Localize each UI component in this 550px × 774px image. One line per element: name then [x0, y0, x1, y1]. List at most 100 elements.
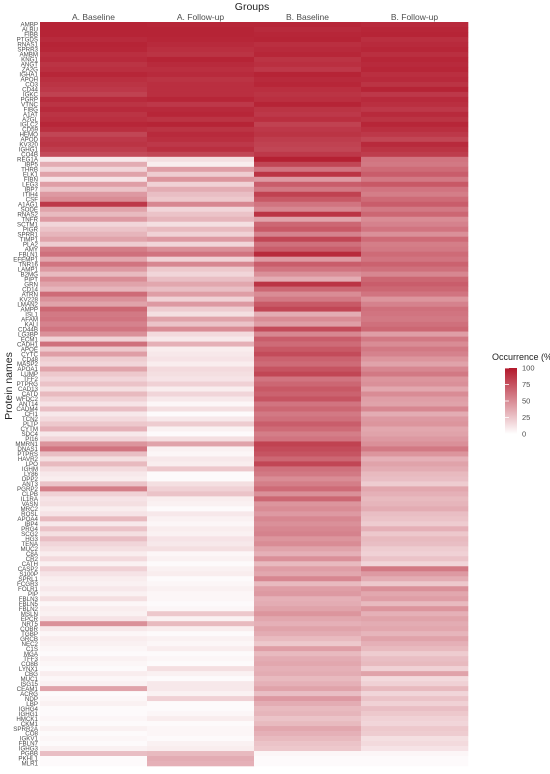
protein-labels: AMBPALBUFIBBPTGDSRNAS1SPRR3AMBMKNG1ANGTZ… [13, 22, 39, 768]
heatmap-cell [361, 376, 469, 382]
heatmap-cell [361, 736, 469, 742]
heatmap-cell [254, 101, 362, 108]
protein-label: MUC1 [20, 676, 38, 683]
protein-label: AMBM [19, 52, 38, 59]
heatmap-cell [254, 61, 362, 68]
heatmap-cell [40, 221, 148, 228]
legend: Occurrence (%) 100 75 50 25 0 [492, 352, 550, 439]
heatmap-cell [147, 676, 255, 682]
heatmap-cell [40, 161, 148, 168]
heatmap-cell [40, 246, 148, 252]
heatmap-cell [147, 526, 255, 532]
heatmap-cell [254, 496, 362, 502]
heatmap-cell [361, 646, 469, 652]
protein-label: IBP5 [25, 162, 39, 169]
protein-label: CLPB [22, 491, 38, 498]
heatmap-cell [254, 501, 362, 507]
heatmap-cell [40, 376, 148, 382]
heatmap-cell [40, 461, 148, 467]
heatmap-cell [254, 691, 362, 697]
heatmap-cell [254, 211, 362, 218]
protein-label: CR2 [26, 556, 39, 563]
heatmap-cell [40, 516, 148, 522]
heatmap-cell [147, 251, 255, 257]
heatmap-cell [40, 226, 148, 233]
heatmap-cell [40, 411, 148, 417]
heatmap-cell [254, 281, 362, 287]
heatmap-cell [40, 401, 148, 407]
heatmap-cell [40, 336, 148, 342]
heatmap-cell [40, 741, 148, 747]
heatmap-cell [40, 91, 148, 98]
heatmap-cell [40, 406, 148, 412]
heatmap-cell [147, 91, 255, 98]
heatmap-cell [40, 381, 148, 387]
protein-label: GRCB [20, 636, 38, 643]
heatmap-cell [254, 256, 362, 262]
heatmap-cell [40, 646, 148, 652]
heatmap-cell [40, 351, 148, 357]
heatmap-cell [40, 511, 148, 517]
heatmap-cell [40, 151, 148, 158]
heatmap-cell [147, 161, 255, 168]
heatmap-cell [254, 716, 362, 722]
heatmap-cell [254, 241, 362, 247]
heatmap-cell [40, 451, 148, 457]
heatmap-cell [361, 441, 469, 447]
heatmap-cell [147, 416, 255, 422]
heatmap-cell [361, 22, 469, 28]
heatmap-cell [361, 331, 469, 337]
heatmap-cell [40, 106, 148, 113]
protein-label: TFF2 [23, 376, 38, 383]
heatmap-cell [147, 181, 255, 188]
heatmap-cell [254, 551, 362, 557]
heatmap-cell [40, 551, 148, 557]
heatmap-cell [40, 446, 148, 452]
protein-label: NEC2 [21, 641, 38, 648]
protein-label: RNAS1 [17, 42, 38, 49]
heatmap-cell [361, 61, 469, 68]
heatmap-cell [147, 86, 255, 93]
group-label: B. Follow-up [391, 12, 439, 22]
heatmap-cell [147, 556, 255, 562]
heatmap-cell [147, 361, 255, 367]
heatmap-cell [40, 236, 148, 242]
heatmap-cell [254, 191, 362, 198]
heatmap-cell [254, 181, 362, 188]
heatmap-cell [40, 321, 148, 327]
heatmap-cell [147, 491, 255, 497]
heatmap-cell [254, 106, 362, 113]
heatmap-cell [361, 311, 469, 317]
heatmap-cell [361, 486, 469, 492]
heatmap-cell [40, 591, 148, 597]
group-labels: A. Baseline A. Follow-up B. Baseline B. Fol… [72, 12, 438, 22]
protein-label: APOH [20, 77, 38, 84]
heatmap-cell [361, 226, 469, 233]
heatmap-cell [361, 571, 469, 577]
heatmap-cell [147, 656, 255, 662]
heatmap-cell [361, 491, 469, 497]
heatmap-cell [361, 631, 469, 637]
heatmap-cell [147, 221, 255, 228]
heatmap-cell [254, 416, 362, 422]
legend-tick-label: 100 [522, 364, 535, 373]
heatmap-cell [254, 116, 362, 123]
protein-label: HEMO [19, 132, 38, 139]
heatmap-cell [147, 206, 255, 213]
heatmap-cell [254, 751, 362, 757]
protein-label: ROSL [21, 511, 38, 518]
heatmap-cell [361, 626, 469, 632]
protein-label: MMRN1 [15, 441, 38, 448]
heatmap-cell [40, 726, 148, 732]
heatmap-cell [254, 336, 362, 342]
protein-label: FIBN [24, 176, 38, 183]
protein-label: LMAN2 [17, 301, 38, 308]
heatmap-cell [254, 601, 362, 607]
heatmap-cell [361, 91, 469, 98]
heatmap-cell [40, 171, 148, 178]
heatmap-cell [361, 351, 469, 357]
heatmap-cell [147, 486, 255, 492]
protein-label: CATH [22, 561, 38, 568]
protein-label: HMCK1 [16, 716, 38, 723]
protein-label: FBLN7 [19, 741, 39, 748]
